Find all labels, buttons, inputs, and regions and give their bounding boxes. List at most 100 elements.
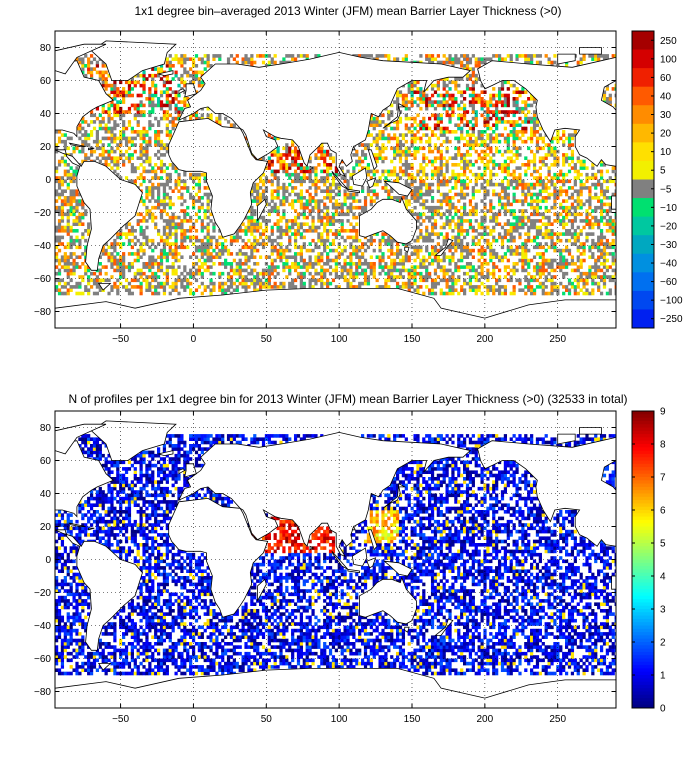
- colorbar-gradient-strip: [632, 682, 654, 686]
- colorbar-swatch: [632, 291, 654, 310]
- x-tick-label: 250: [549, 714, 566, 725]
- colorbar-gradient-strip: [632, 527, 654, 531]
- x-tick-label: 200: [477, 334, 494, 345]
- colorbar-swatch: [632, 254, 654, 273]
- colorbar-tick-label: 9: [660, 407, 666, 418]
- colorbar-gradient-strip: [632, 665, 654, 669]
- colorbar-swatch: [632, 87, 654, 106]
- colorbar-tick-label: −100: [660, 296, 683, 307]
- colorbar-tick-label: −10: [660, 203, 677, 214]
- colorbar-tick-label: −60: [660, 277, 677, 288]
- x-tick-label: 250: [549, 334, 566, 345]
- colorbar-tick-label: 2: [660, 638, 666, 649]
- colorbar-swatch: [632, 50, 654, 69]
- colorbar-gradient-strip: [632, 484, 654, 488]
- x-tick-label: 0: [191, 714, 197, 725]
- colorbar-gradient-strip: [632, 612, 654, 616]
- y-tick-label: 20: [40, 522, 52, 533]
- colorbar-gradient-strip: [632, 444, 654, 448]
- colorbar-gradient-strip: [632, 563, 654, 567]
- colorbar-gradient-strip: [632, 411, 654, 415]
- colorbar-gradient-strip: [632, 464, 654, 468]
- colorbar-gradient-strip: [632, 629, 654, 633]
- colorbar-gradient-strip: [632, 596, 654, 600]
- colorbar-gradient-strip: [632, 583, 654, 587]
- colorbar-tick-label: 1: [660, 671, 666, 682]
- colorbar-gradient-strip: [632, 520, 654, 524]
- y-tick-label: 40: [40, 109, 52, 120]
- colorbar-gradient-strip: [632, 523, 654, 527]
- y-tick-label: −40: [34, 241, 51, 252]
- x-tick-label: 150: [404, 714, 421, 725]
- colorbar-gradient-strip: [632, 517, 654, 521]
- colorbar-gradient-strip: [632, 477, 654, 481]
- colorbar-gradient-strip: [632, 457, 654, 461]
- colorbar-gradient-strip: [632, 470, 654, 474]
- y-tick-label: 80: [40, 423, 52, 434]
- y-tick-label: −80: [34, 687, 51, 698]
- y-tick-label: 60: [40, 456, 52, 467]
- colorbar-gradient-strip: [632, 573, 654, 577]
- y-tick-label: 60: [40, 76, 52, 87]
- colorbar-tick-label: 3: [660, 605, 666, 616]
- colorbar-swatch: [632, 272, 654, 291]
- colorbar-gradient-strip: [632, 513, 654, 517]
- chart-panel-profile-count: N of profiles per 1x1 degree bin for 201…: [0, 380, 696, 760]
- colorbar-gradient-strip: [632, 434, 654, 438]
- colorbar-swatch: [632, 105, 654, 124]
- colorbar-gradient-strip: [632, 421, 654, 425]
- colorbar-gradient-strip: [632, 698, 654, 702]
- colorbar-tick-label: 6: [660, 506, 666, 517]
- colorbar-gradient-strip: [632, 424, 654, 428]
- x-tick-label: 100: [331, 714, 348, 725]
- colorbar-gradient-strip: [632, 622, 654, 626]
- colorbar-swatch: [632, 198, 654, 217]
- chart-title: 1x1 degree bin–averaged 2013 Winter (JFM…: [0, 4, 696, 18]
- colorbar-gradient-strip: [632, 451, 654, 455]
- colorbar-gradient-strip: [632, 619, 654, 623]
- colorbar-tick-label: 5: [660, 539, 666, 550]
- y-tick-label: −60: [34, 274, 51, 285]
- colorbar-tick-label: 250: [660, 36, 677, 47]
- colorbar-swatch: [632, 142, 654, 161]
- colorbar-swatch: [632, 31, 654, 50]
- x-tick-label: −50: [112, 714, 129, 725]
- colorbar-gradient-strip: [632, 467, 654, 471]
- colorbar-gradient-strip: [632, 480, 654, 484]
- colorbar-gradient-strip: [632, 418, 654, 422]
- colorbar-gradient-strip: [632, 437, 654, 441]
- colorbar-tick-label: −5: [660, 184, 672, 195]
- colorbar-gradient-strip: [632, 609, 654, 613]
- colorbar-gradient-strip: [632, 632, 654, 636]
- y-tick-label: −40: [34, 621, 51, 632]
- colorbar-gradient-strip: [632, 546, 654, 550]
- y-tick-label: 0: [45, 175, 51, 186]
- colorbar-gradient-strip: [632, 645, 654, 649]
- chart-title: N of profiles per 1x1 degree bin for 201…: [0, 392, 696, 406]
- colorbar-gradient-strip: [632, 503, 654, 507]
- colorbar-gradient-strip: [632, 626, 654, 630]
- colorbar-gradient-strip: [632, 556, 654, 560]
- colorbar-gradient-strip: [632, 566, 654, 570]
- colorbar-gradient-strip: [632, 533, 654, 537]
- colorbar-gradient-strip: [632, 678, 654, 682]
- colorbar-gradient-strip: [632, 414, 654, 418]
- colorbar-gradient-strip: [632, 447, 654, 451]
- colorbar-tick-label: 30: [660, 110, 672, 121]
- colorbar-gradient-strip: [632, 536, 654, 540]
- colorbar-swatch: [632, 180, 654, 199]
- y-tick-label: −60: [34, 654, 51, 665]
- colorbar-swatch: [632, 309, 654, 328]
- y-tick-label: 40: [40, 489, 52, 500]
- colorbar-gradient-strip: [632, 688, 654, 692]
- colorbar-gradient-strip: [632, 576, 654, 580]
- colorbar-gradient-strip: [632, 579, 654, 583]
- colorbar-gradient-strip: [632, 553, 654, 557]
- colorbar-gradient-strip: [632, 507, 654, 511]
- y-tick-label: 0: [45, 555, 51, 566]
- colorbar-gradient-strip: [632, 635, 654, 639]
- y-tick-label: −20: [34, 208, 51, 219]
- colorbar-gradient-strip: [632, 606, 654, 610]
